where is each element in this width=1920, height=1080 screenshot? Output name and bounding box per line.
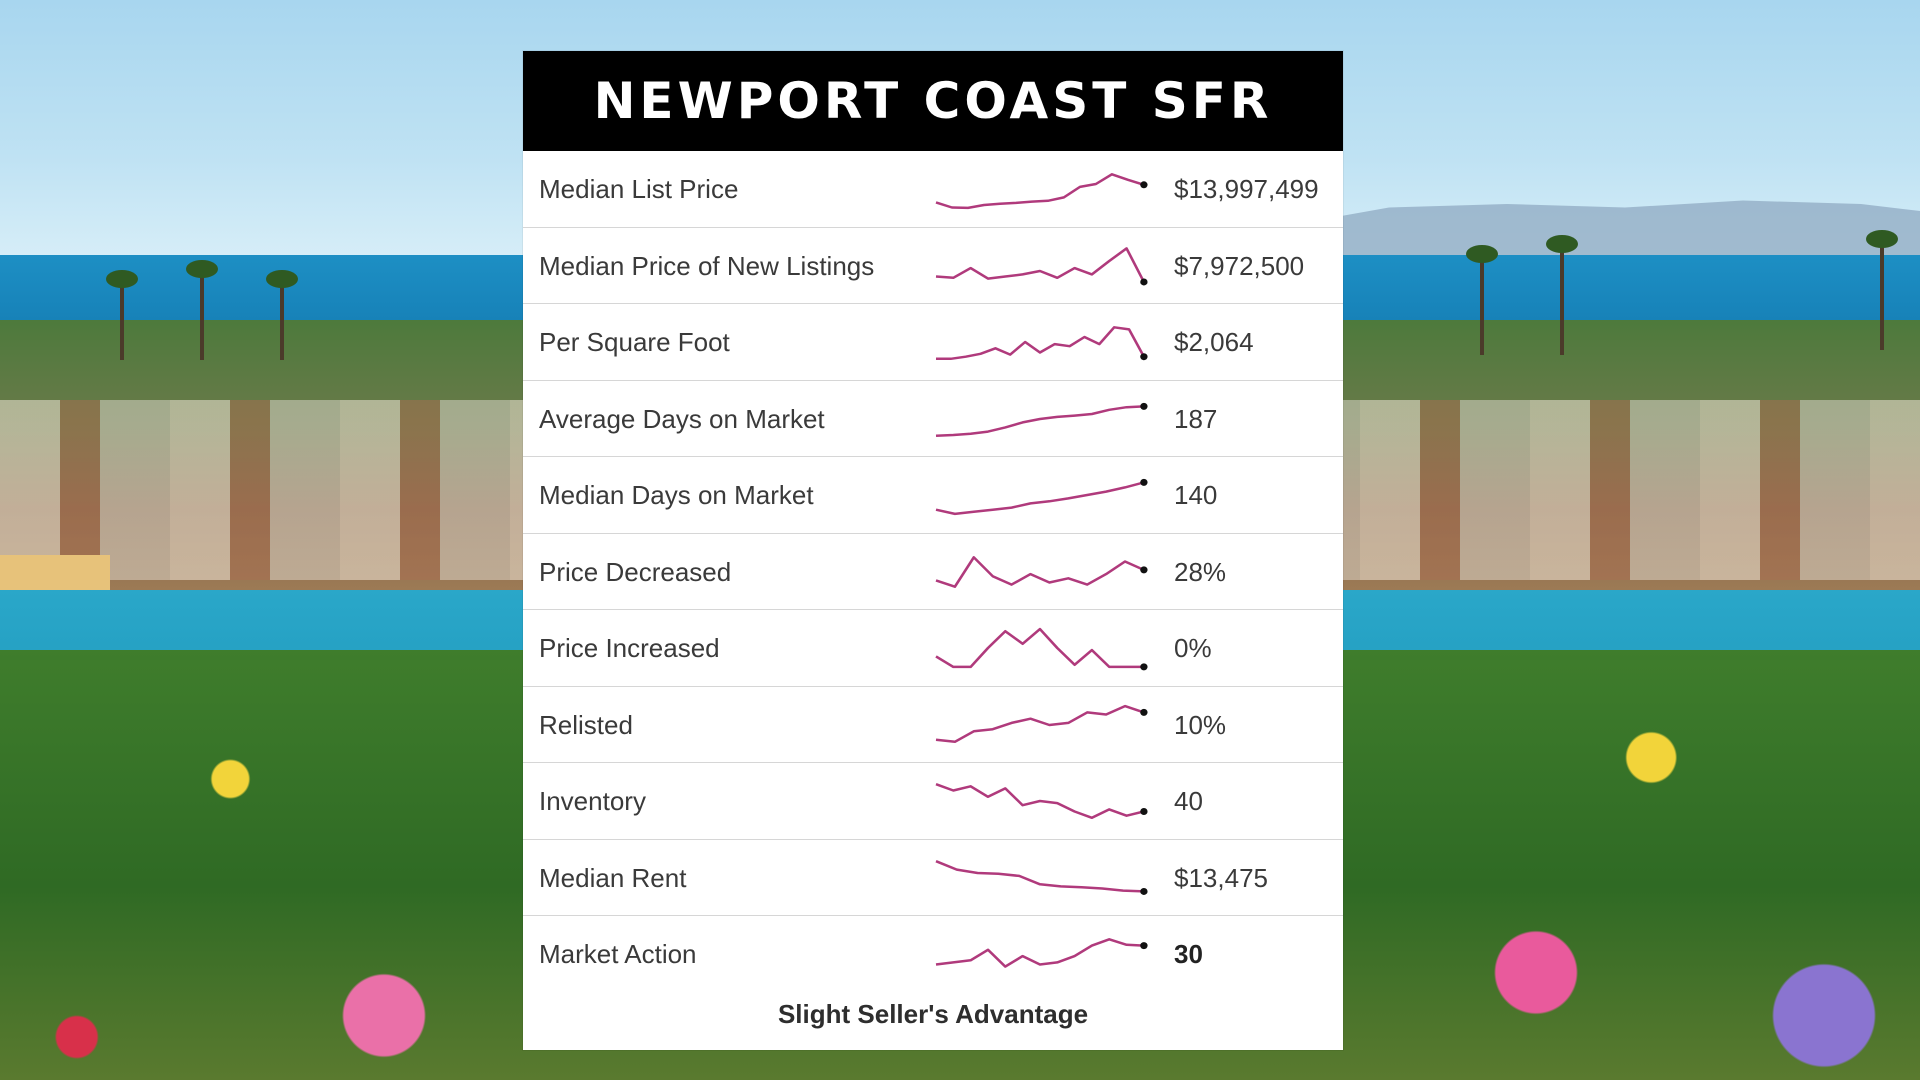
trend-sparkline (935, 478, 1148, 516)
sparkline-path (935, 246, 1146, 283)
sparkline-path (935, 173, 1145, 210)
stat-label: Market Action (539, 939, 697, 969)
palm-tree (1466, 245, 1498, 355)
sparkline-endpoint (1140, 565, 1148, 573)
sparkline-path (935, 859, 1144, 893)
card-title: NEWPORT COAST SFR (523, 51, 1343, 151)
trend-sparkline (935, 938, 1148, 968)
sparkline-path (935, 627, 1144, 669)
stats-table: Median List Price $13,997,499 Median Price… (523, 151, 1343, 993)
stat-label: Inventory (539, 786, 646, 816)
stat-label: Median Price of New Listings (539, 250, 875, 281)
palm-tree (266, 270, 298, 360)
stat-label: Price Increased (539, 633, 720, 663)
stat-row: Average Days on Market 187 (523, 381, 1343, 457)
stat-row: Median Price of New Listings $7,972,500 (523, 228, 1343, 304)
stat-label: Median List Price (539, 174, 739, 204)
trend-sparkline (935, 704, 1148, 743)
stat-row: Market Action 30 (523, 916, 1343, 993)
sparkline-endpoint (1140, 478, 1148, 486)
stat-label: Relisted (539, 709, 633, 740)
market-stats-card: NEWPORT COAST SFR Median List Price $13,9… (523, 51, 1343, 1050)
stat-value: $7,972,500 (1174, 250, 1305, 281)
trend-sparkline (936, 326, 1148, 361)
palm-tree (1866, 230, 1898, 350)
stat-value: 30 (1174, 939, 1203, 969)
stat-row: Per Square Foot $2,064 (523, 304, 1343, 381)
stat-label: Per Square Foot (539, 327, 730, 357)
palm-tree (106, 270, 138, 360)
sparkline-endpoint (1140, 353, 1148, 361)
sparkline-endpoint (1140, 808, 1148, 815)
sparkline-endpoint (1140, 402, 1148, 410)
stat-row: Median Rent $13,475 (523, 840, 1343, 916)
market-action-summary: Slight Seller's Advantage (777, 999, 1089, 1029)
stat-value: 187 (1174, 403, 1218, 434)
stat-value: $13,997,499 (1174, 174, 1319, 204)
trend-sparkline (935, 246, 1148, 285)
sparkline-endpoint (1140, 942, 1148, 950)
sparkline-path (935, 938, 1144, 968)
sparkline-endpoint (1140, 663, 1148, 671)
sparkline-path (935, 555, 1145, 588)
stat-row: Price Decreased 28% (523, 534, 1343, 610)
trend-sparkline (935, 627, 1148, 671)
stat-row: Relisted 10% (523, 687, 1343, 763)
trend-sparkline (935, 783, 1148, 820)
sparkline-endpoint (1140, 277, 1148, 285)
stat-value: 0% (1174, 633, 1212, 663)
trend-sparkline (935, 402, 1148, 437)
stat-value: $2,064 (1174, 327, 1254, 357)
stat-label: Median Days on Market (539, 480, 814, 510)
stat-row: Median List Price $13,997,499 (523, 151, 1343, 228)
stat-value: $13,475 (1174, 862, 1268, 893)
sparkline-path (936, 326, 1146, 361)
stat-value: 140 (1174, 480, 1218, 510)
palm-tree (186, 260, 218, 360)
stat-row: Price Increased 0% (523, 610, 1343, 687)
stat-row: Median Days on Market 140 (523, 457, 1343, 534)
sparkline-path (935, 783, 1145, 820)
stat-label: Average Days on Market (539, 403, 825, 434)
palm-tree (1546, 235, 1578, 355)
trend-sparkline (935, 555, 1148, 588)
stat-label: Median Rent (539, 862, 687, 893)
sparkline-endpoint (1140, 181, 1148, 189)
distant-mountains (1330, 200, 1920, 260)
sparkline-path (935, 704, 1145, 743)
sparkline-path (935, 481, 1145, 516)
trend-sparkline (935, 859, 1148, 895)
stat-value: 28% (1174, 556, 1227, 587)
stat-value: 10% (1174, 709, 1227, 740)
sparkline-endpoint (1140, 708, 1148, 716)
stat-row: Inventory 40 (523, 763, 1343, 840)
stat-label: Price Decreased (539, 556, 732, 587)
stat-value: 40 (1174, 786, 1203, 816)
sparkline-path (935, 404, 1144, 437)
sparkline-endpoint (1140, 887, 1148, 895)
trend-sparkline (935, 173, 1148, 210)
